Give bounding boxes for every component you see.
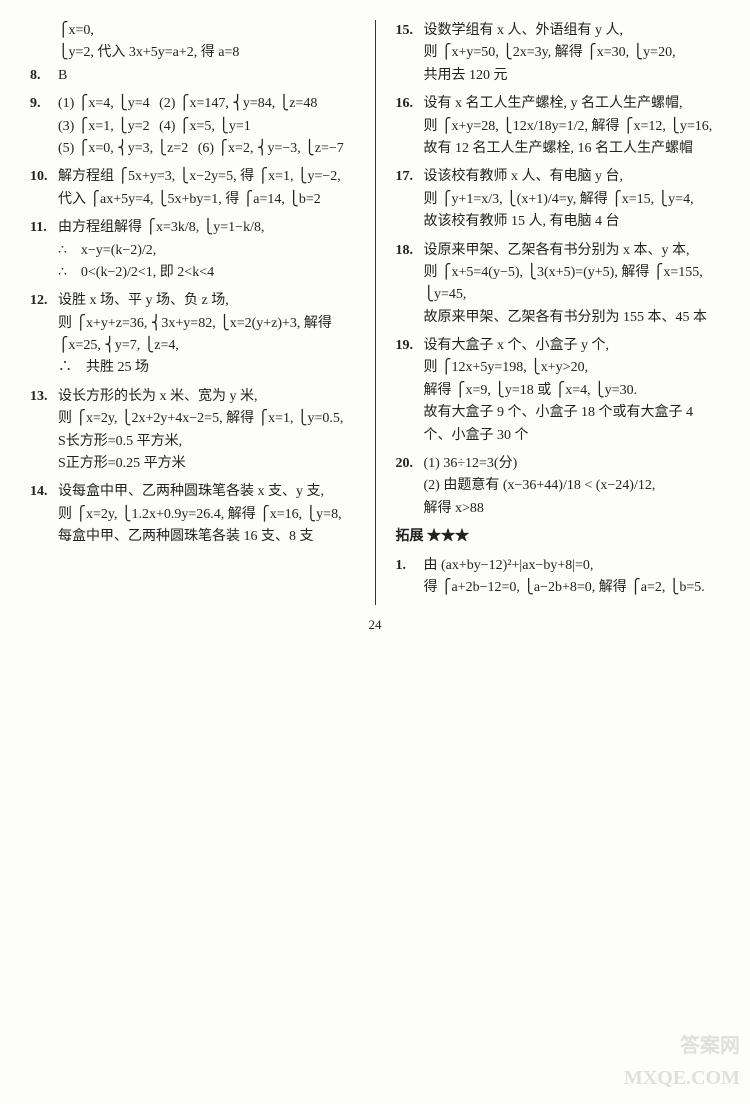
q9: 9. (1) ⎧x=4, ⎩y=4 (2) ⎧x=147, ⎨y=84, ⎩z=…	[30, 93, 355, 160]
text: 由 (ax+by−12)²+|ax−by+8|=0,	[424, 555, 721, 577]
text: B	[58, 65, 355, 87]
q-num: 18.	[396, 240, 424, 330]
text: 则 ⎧x=2y, ⎩1.2x+0.9y=26.4, 解得 ⎧x=16, ⎩y=8…	[58, 504, 355, 526]
q12: 12. 设胜 x 场、平 y 场、负 z 场, 则 ⎧x+y+z=36, ⎨3x…	[30, 290, 355, 380]
watermark-line1: 答案网	[624, 1030, 740, 1062]
q-num: 19.	[396, 335, 424, 447]
ext-q1: 1. 由 (ax+by−12)²+|ax−by+8|=0, 得 ⎧a+2b−12…	[396, 555, 721, 600]
text: ⎧x=0,	[58, 20, 355, 42]
text: ∴ x−y=(k−2)/2,	[58, 240, 355, 262]
q-num: 13.	[30, 386, 58, 476]
text: 代入 ⎧ax+5y=4, ⎩5x+by=1, 得 ⎧a=14, ⎩b=2	[58, 189, 355, 211]
text: 设长方形的长为 x 米、宽为 y 米,	[58, 386, 355, 408]
text: (3) ⎧x=1, ⎩y=2	[58, 116, 150, 138]
watermark-line2: MXQE.COM	[624, 1062, 740, 1094]
text: S长方形=0.5 平方米,	[58, 431, 355, 453]
q13: 13. 设长方形的长为 x 米、宽为 y 米, 则 ⎧x=2y, ⎩2x+2y+…	[30, 386, 355, 476]
text: S正方形=0.25 平方米	[58, 453, 355, 475]
q14-body: 设每盒中甲、乙两种圆珠笔各装 x 支、y 支, 则 ⎧x=2y, ⎩1.2x+0…	[58, 481, 355, 548]
q-num: 11.	[30, 217, 58, 284]
text: 解得 x>88	[424, 498, 721, 520]
column-divider	[375, 20, 376, 605]
q14: 14. 设每盒中甲、乙两种圆珠笔各装 x 支、y 支, 则 ⎧x=2y, ⎩1.…	[30, 481, 355, 548]
text: 则 ⎧x+y=50, ⎩2x=3y, 解得 ⎧x=30, ⎩y=20,	[424, 42, 721, 64]
q18: 18. 设原来甲架、乙架各有书分别为 x 本、y 本, 则 ⎧x+5=4(y−5…	[396, 240, 721, 330]
text: (2) ⎧x=147, ⎨y=84, ⎩z=48	[159, 93, 317, 115]
text: (1) 36÷12=3(分)	[424, 453, 721, 475]
q19: 19. 设有大盒子 x 个、小盒子 y 个, 则 ⎧12x+5y=198, ⎩x…	[396, 335, 721, 447]
q9-body: (1) ⎧x=4, ⎩y=4 (2) ⎧x=147, ⎨y=84, ⎩z=48 …	[58, 93, 355, 160]
q15: 15. 设数学组有 x 人、外语组有 y 人, 则 ⎧x+y=50, ⎩2x=3…	[396, 20, 721, 87]
text: 设胜 x 场、平 y 场、负 z 场,	[58, 290, 355, 312]
text: (2) 由题意有 (x−36+44)/18 < (x−24)/12,	[424, 475, 721, 497]
text: 设有大盒子 x 个、小盒子 y 个,	[424, 335, 721, 357]
text: 设原来甲架、乙架各有书分别为 x 本、y 本,	[424, 240, 721, 262]
right-column: 15. 设数学组有 x 人、外语组有 y 人, 则 ⎧x+y=50, ⎩2x=3…	[396, 20, 721, 605]
q-num: 9.	[30, 93, 58, 160]
text: 每盒中甲、乙两种圆珠笔各装 16 支、8 支	[58, 526, 355, 548]
text: 由方程组解得 ⎧x=3k/8, ⎩y=1−k/8,	[58, 217, 355, 239]
text: 共用去 120 元	[424, 65, 721, 87]
q-num: 10.	[30, 166, 58, 211]
q20-body: (1) 36÷12=3(分) (2) 由题意有 (x−36+44)/18 < (…	[424, 453, 721, 520]
text: 得 ⎧a+2b−12=0, ⎩a−2b+8=0, 解得 ⎧a=2, ⎩b=5.	[424, 577, 721, 599]
text: (1) ⎧x=4, ⎩y=4	[58, 93, 150, 115]
q10: 10. 解方程组 ⎧5x+y=3, ⎩x−2y=5, 得 ⎧x=1, ⎩y=−2…	[30, 166, 355, 211]
text: 故原来甲架、乙架各有书分别为 155 本、45 本	[424, 307, 721, 329]
text: 则 ⎧12x+5y=198, ⎩x+y>20,	[424, 357, 721, 379]
q11-body: 由方程组解得 ⎧x=3k/8, ⎩y=1−k/8, ∴ x−y=(k−2)/2,…	[58, 217, 355, 284]
q19-body: 设有大盒子 x 个、小盒子 y 个, 则 ⎧12x+5y=198, ⎩x+y>2…	[424, 335, 721, 447]
text: ∴ 共胜 25 场	[58, 357, 355, 379]
extension-title: 拓展 ★★★	[396, 526, 721, 548]
text: 解方程组 ⎧5x+y=3, ⎩x−2y=5, 得 ⎧x=1, ⎩y=−2,	[58, 166, 355, 188]
q17: 17. 设该校有教师 x 人、有电脑 y 台, 则 ⎧y+1=x/3, ⎩(x+…	[396, 166, 721, 233]
text: 故有大盒子 9 个、小盒子 18 个或有大盒子 4 个、小盒子 30 个	[424, 402, 721, 447]
q-num: 12.	[30, 290, 58, 380]
q15-body: 设数学组有 x 人、外语组有 y 人, 则 ⎧x+y=50, ⎩2x=3y, 解…	[424, 20, 721, 87]
e1-body: 由 (ax+by−12)²+|ax−by+8|=0, 得 ⎧a+2b−12=0,…	[424, 555, 721, 600]
text: ∴ 0<(k−2)/2<1, 即 2<k<4	[58, 262, 355, 284]
q16-body: 设有 x 名工人生产螺栓, y 名工人生产螺帽, 则 ⎧x+y=28, ⎩12x…	[424, 93, 721, 160]
q-num: 17.	[396, 166, 424, 233]
text: 故该校有教师 15 人, 有电脑 4 台	[424, 211, 721, 233]
q-num: 20.	[396, 453, 424, 520]
page-number: 24	[30, 615, 720, 636]
text: 故有 12 名工人生产螺栓, 16 名工人生产螺帽	[424, 138, 721, 160]
text: 则 ⎧x+5=4(y−5), ⎩3(x+5)=(y+5), 解得 ⎧x=155,…	[424, 262, 721, 307]
q-num: 1.	[396, 555, 424, 600]
q7-body: ⎧x=0, ⎩y=2, 代入 3x+5y=a+2, 得 a=8	[58, 20, 355, 65]
watermark: 答案网 MXQE.COM	[624, 1030, 740, 1094]
q20: 20. (1) 36÷12=3(分) (2) 由题意有 (x−36+44)/18…	[396, 453, 721, 520]
q13-body: 设长方形的长为 x 米、宽为 y 米, 则 ⎧x=2y, ⎩2x+2y+4x−2…	[58, 386, 355, 476]
q8: 8. B	[30, 65, 355, 87]
q17-body: 设该校有教师 x 人、有电脑 y 台, 则 ⎧y+1=x/3, ⎩(x+1)/4…	[424, 166, 721, 233]
page-columns: ⎧x=0, ⎩y=2, 代入 3x+5y=a+2, 得 a=8 8. B 9. …	[30, 20, 720, 605]
text: (5) ⎧x=0, ⎨y=3, ⎩z=2	[58, 138, 188, 160]
text: ⎩y=2, 代入 3x+5y=a+2, 得 a=8	[58, 42, 355, 64]
q18-body: 设原来甲架、乙架各有书分别为 x 本、y 本, 则 ⎧x+5=4(y−5), ⎩…	[424, 240, 721, 330]
text: 则 ⎧x+y=28, ⎩12x/18y=1/2, 解得 ⎧x=12, ⎩y=16…	[424, 116, 721, 138]
q-num: 16.	[396, 93, 424, 160]
text: 设有 x 名工人生产螺栓, y 名工人生产螺帽,	[424, 93, 721, 115]
text: 则 ⎧y+1=x/3, ⎩(x+1)/4=y, 解得 ⎧x=15, ⎩y=4,	[424, 189, 721, 211]
text: (6) ⎧x=2, ⎨y=−3, ⎩z=−7	[198, 138, 344, 160]
text: 设该校有教师 x 人、有电脑 y 台,	[424, 166, 721, 188]
q10-body: 解方程组 ⎧5x+y=3, ⎩x−2y=5, 得 ⎧x=1, ⎩y=−2, 代入…	[58, 166, 355, 211]
q12-body: 设胜 x 场、平 y 场、负 z 场, 则 ⎧x+y+z=36, ⎨3x+y=8…	[58, 290, 355, 380]
q-num: 14.	[30, 481, 58, 548]
q-num: 8.	[30, 65, 58, 87]
q-num: 15.	[396, 20, 424, 87]
text: 设每盒中甲、乙两种圆珠笔各装 x 支、y 支,	[58, 481, 355, 503]
text: 设数学组有 x 人、外语组有 y 人,	[424, 20, 721, 42]
text: 则 ⎧x+y+z=36, ⎨3x+y=82, ⎩x=2(y+z)+3, 解得 ⎧…	[58, 313, 355, 358]
text: 解得 ⎧x=9, ⎩y=18 或 ⎧x=4, ⎩y=30.	[424, 380, 721, 402]
q16: 16. 设有 x 名工人生产螺栓, y 名工人生产螺帽, 则 ⎧x+y=28, …	[396, 93, 721, 160]
left-column: ⎧x=0, ⎩y=2, 代入 3x+5y=a+2, 得 a=8 8. B 9. …	[30, 20, 355, 605]
text: (4) ⎧x=5, ⎩y=1	[159, 116, 251, 138]
text: 则 ⎧x=2y, ⎩2x+2y+4x−2=5, 解得 ⎧x=1, ⎩y=0.5,	[58, 408, 355, 430]
q11: 11. 由方程组解得 ⎧x=3k/8, ⎩y=1−k/8, ∴ x−y=(k−2…	[30, 217, 355, 284]
